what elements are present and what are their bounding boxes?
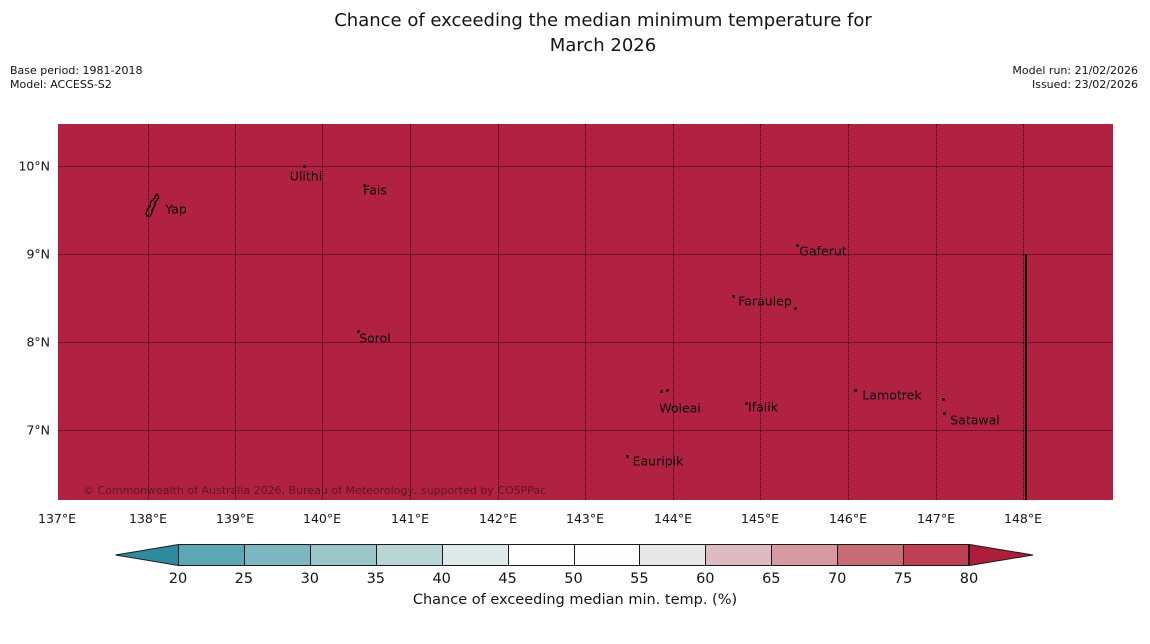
cbtick-70: 70: [827, 571, 847, 587]
island-label-lamotrek: Lamotrek: [862, 387, 922, 403]
run-metadata-right: Model run: 21/02/2026 Issued: 23/02/2026: [1012, 64, 1138, 91]
colorbar-seg-60-65: [705, 544, 772, 566]
island-label-faraulep: Faraulep: [738, 293, 792, 309]
xtick-143e: 143°E: [565, 511, 605, 526]
page-title: Chance of exceeding the median minimum t…: [103, 8, 1103, 58]
gridline-145e: [760, 124, 761, 500]
island-marker-faraulep-2: [794, 307, 797, 310]
colorbar-seg-25-30: [243, 544, 310, 566]
colorbar-seg-35-40: [375, 544, 442, 566]
island-label-ulithi: Ulithi: [289, 168, 323, 184]
cbtick-65: 65: [762, 571, 781, 587]
xtick-142e: 142°E: [478, 511, 518, 526]
gridline-140e: [322, 124, 323, 500]
island-marker-gaferut: [796, 244, 799, 247]
ytick-7n: 7°N: [26, 422, 50, 438]
cbtick-45: 45: [498, 571, 517, 587]
base-period-text: Base period: 1981-2018: [10, 64, 143, 77]
island-marker-sorol: [357, 330, 360, 333]
page-title-line1: Chance of exceeding the median minimum t…: [334, 10, 872, 31]
island-label-sorol: Sorol: [359, 330, 391, 346]
xtick-138e: 138°E: [128, 511, 168, 526]
ytick-10n: 10°N: [18, 158, 50, 174]
map-area: Yap Ulithi Fais Gaferut Faraulep Sorol W…: [58, 124, 1113, 500]
issued-text: Issued: 23/02/2026: [1031, 77, 1138, 91]
cbtick-30: 30: [300, 571, 320, 587]
xtick-139e: 139°E: [215, 511, 255, 526]
colorbar-seg-75-80: [903, 544, 970, 566]
xtick-147e: 147°E: [916, 511, 956, 526]
gridline-142e: [498, 124, 499, 500]
gridline-144e: [673, 124, 674, 500]
cbtick-80: 80: [959, 571, 979, 587]
colorbar-seg-30-35: [309, 544, 376, 566]
ytick-8n: 8°N: [26, 334, 50, 350]
xtick-137e: 137°E: [37, 511, 77, 526]
region-boundary-line: [1025, 254, 1027, 500]
colorbar-seg-55-60: [639, 544, 706, 566]
cbtick-75: 75: [893, 571, 913, 587]
island-marker-ifalik: [745, 402, 748, 405]
island-marker-fais: [363, 184, 366, 187]
island-marker-ulithi: [303, 165, 306, 168]
copyright-text: © Commonwealth of Australia 2026, Bureau…: [83, 484, 547, 497]
gridline-146e: [848, 124, 849, 500]
island-marker-eauripik: [626, 455, 629, 458]
island-marker-faraulep: [732, 295, 735, 298]
island-marker-lamotrek-2: [942, 398, 945, 401]
gridline-138e: [148, 124, 149, 500]
cbtick-40: 40: [432, 571, 451, 587]
island-label-yap: Yap: [165, 201, 187, 217]
colorbar-seg-50-55: [573, 544, 640, 566]
xtick-145e: 145°E: [740, 511, 780, 526]
colorbar: 20 25 30 35 40 45 50 55 60 65 70 75 80: [115, 544, 1035, 644]
island-marker-woleai: [660, 390, 663, 393]
gridline-143e: [585, 124, 586, 500]
colorbar-arrow-right-shape: [969, 544, 1034, 566]
xtick-146e: 146°E: [828, 511, 868, 526]
colorbar-label: Chance of exceeding median min. temp. (%…: [412, 592, 738, 608]
gridline-139e: [235, 124, 236, 500]
colorbar-seg-45-50: [507, 544, 574, 566]
yap-island-shape: [145, 193, 160, 218]
island-marker-lamotrek: [854, 389, 857, 392]
gridline-148e: [1023, 124, 1024, 500]
colorbar-seg-40-45: [441, 544, 508, 566]
xtick-148e: 148°E: [1003, 511, 1043, 526]
xtick-141e: 141°E: [390, 511, 430, 526]
colorbar-seg-20-25: [178, 544, 244, 566]
island-marker-woleai-2: [666, 389, 669, 392]
island-label-woleai: Woleai: [659, 400, 701, 416]
island-label-fais: Fais: [363, 182, 387, 198]
cbtick-55: 55: [630, 571, 649, 587]
island-label-gaferut: Gaferut: [799, 243, 847, 259]
colorbar-seg-65-70: [771, 544, 838, 566]
colorbar-seg-70-75: [837, 544, 904, 566]
model-text: Model: ACCESS-S2: [10, 77, 112, 91]
page-title-line2: March 2026: [549, 35, 657, 56]
gridline-141e: [410, 124, 411, 500]
island-marker-satawal: [943, 412, 946, 415]
colorbar-arrow-right: [969, 544, 1034, 566]
cbtick-20: 20: [168, 571, 188, 587]
colorbar-arrow-left-shape: [115, 544, 179, 566]
cbtick-35: 35: [366, 571, 386, 587]
gridline-147e: [936, 124, 937, 500]
cbtick-60: 60: [696, 571, 715, 587]
xtick-140e: 140°E: [302, 511, 342, 526]
xtick-144e: 144°E: [653, 511, 693, 526]
island-label-eauripik: Eauripik: [632, 453, 684, 469]
model-run-text: Model run: 21/02/2026: [1012, 64, 1138, 77]
colorbar-arrow-left: [115, 544, 179, 566]
ytick-9n: 9°N: [26, 246, 50, 262]
cbtick-25: 25: [234, 571, 254, 587]
island-label-satawal: Satawal: [950, 412, 1000, 428]
island-label-ifalik: Ifalik: [748, 399, 778, 415]
run-metadata-left: Base period: 1981-2018 Model: ACCESS-S2: [10, 64, 142, 91]
cbtick-50: 50: [564, 571, 583, 587]
